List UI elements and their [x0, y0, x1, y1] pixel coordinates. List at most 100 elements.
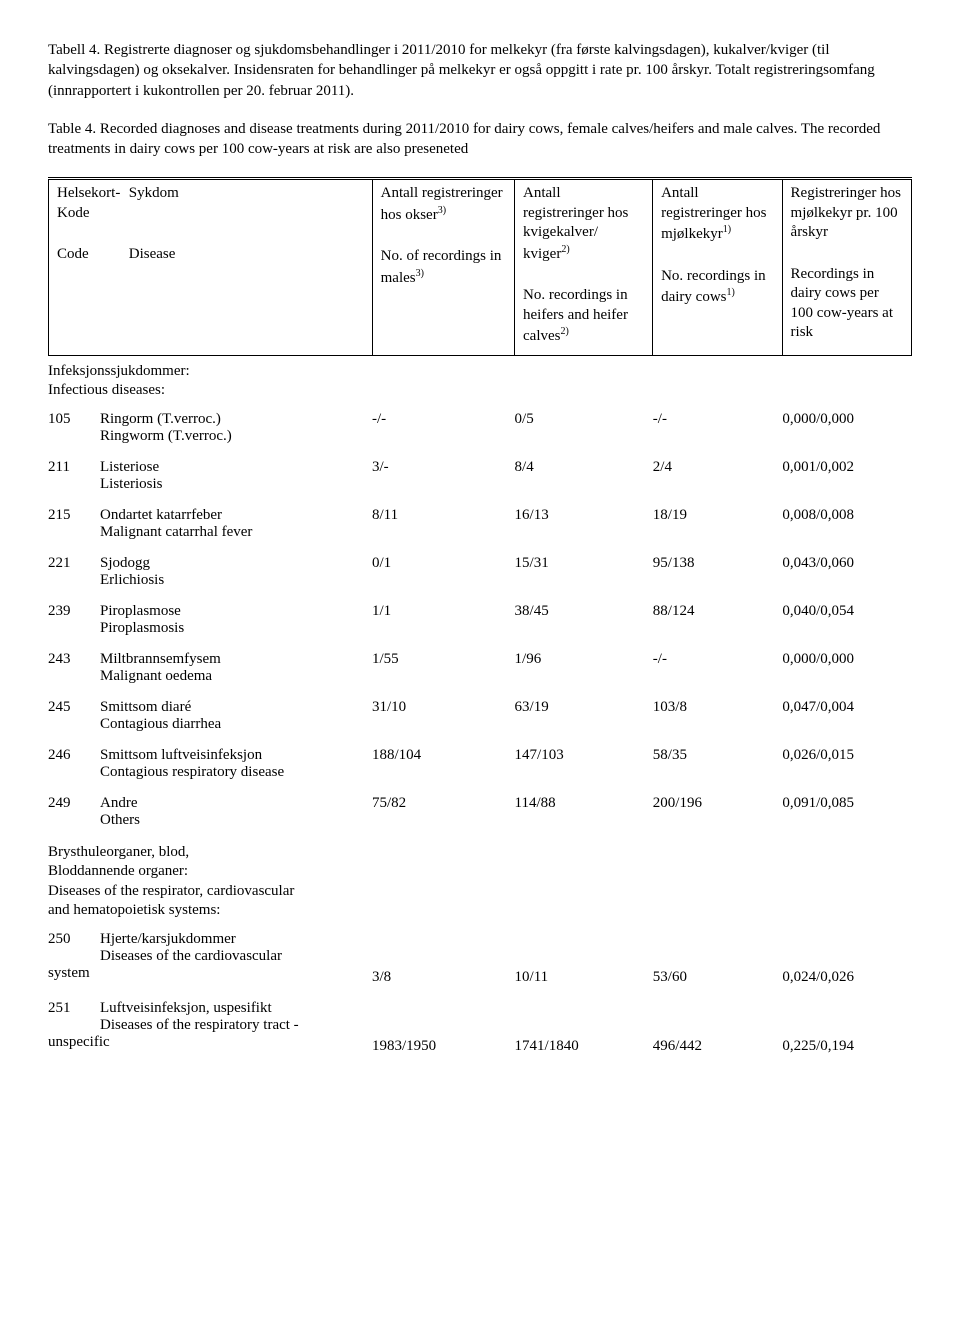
hdr-c5-top: Registreringer hos mjølkekyr pr. 100 års… [791, 185, 901, 240]
table-row: 249AndreOthers75/82114/88200/1960,091/0,… [48, 795, 912, 829]
row-v-heifers: 8/4 [515, 459, 653, 493]
row-code: 251 [48, 1000, 100, 1017]
row-name-en: Listeriosis [100, 476, 163, 493]
row-names: PiroplasmosePiroplasmosis [100, 603, 184, 637]
row-name-no: Piroplasmose [100, 603, 184, 620]
table-row: 246Smittsom luftveisinfeksjonContagious … [48, 747, 912, 781]
caption-no: Tabell 4. Registrerte diagnoser og sjukd… [48, 40, 912, 101]
section-2-heading-l3: Diseases of the respirator, cardiovascul… [48, 882, 912, 902]
row-v-males: 188/104 [372, 747, 515, 781]
row-v-heifers: 63/19 [515, 699, 653, 733]
hdr-c1-top-r: Sykdom [129, 185, 179, 201]
row-v-males: 1/55 [372, 651, 515, 685]
table-row: 105Ringorm (T.verroc.)Ringworm (T.verroc… [48, 411, 912, 445]
row-name-en: Others [100, 812, 140, 829]
row-name-en: Erlichiosis [100, 572, 164, 589]
row-v-heifers: 10/11 [515, 931, 653, 986]
section-1-heading-l1: Infeksjonssjukdommer: [48, 362, 912, 382]
hdr-c4-top: Antall registreringer hos mjølkekyr [661, 185, 766, 242]
row-name-no: Sjodogg [100, 555, 164, 572]
header-col-4: Antall registreringer hos mjølkekyr1) No… [653, 179, 782, 356]
row-code: 250 [48, 931, 100, 948]
row-names: Smittsom diaréContagious diarrhea [100, 699, 221, 733]
row-v-males: 3/8 [372, 931, 515, 986]
row-names: Ringorm (T.verroc.)Ringworm (T.verroc.) [100, 411, 232, 445]
row-v-heifers: 15/31 [515, 555, 653, 589]
hdr-c2-top-sup: 3) [438, 205, 446, 216]
row-v-males: 1983/1950 [372, 1000, 515, 1055]
row-v-per100: 0,040/0,054 [782, 603, 912, 637]
row-v-per100: 0,001/0,002 [782, 459, 912, 493]
row-v-per100: 0,026/0,015 [782, 747, 912, 781]
row-name-en: Contagious diarrhea [100, 716, 221, 733]
row-name-no: Luftveisinfeksjon, uspesifikt [100, 1000, 272, 1016]
hdr-c4-bot: No. recordings in dairy cows [661, 268, 766, 306]
row-cell-1: 251Luftveisinfeksjon, uspesifikt Disease… [48, 1000, 372, 1055]
row-name-en: Malignant oedema [100, 668, 221, 685]
header-col-5: Registreringer hos mjølkekyr pr. 100 års… [782, 179, 911, 356]
row-v-males: 0/1 [372, 555, 515, 589]
row-code: 105 [48, 411, 100, 428]
row-name-no: Andre [100, 795, 140, 812]
row-v-per100: 0,043/0,060 [782, 555, 912, 589]
row-v-males: 8/11 [372, 507, 515, 541]
row-name-no: Miltbrannsemfysem [100, 651, 221, 668]
header-col-2: Antall registreringer hos okser3) No. of… [372, 179, 514, 356]
section-1-rows: 105Ringorm (T.verroc.)Ringworm (T.verroc… [48, 411, 912, 829]
row-names: MiltbrannsemfysemMalignant oedema [100, 651, 221, 685]
row-v-males: 75/82 [372, 795, 515, 829]
hdr-c2-bot: No. of recordings in males [381, 248, 502, 286]
table-row: 250Hjerte/karsjukdommer Diseases of the … [48, 931, 912, 986]
hdr-c4-top-sup: 1) [723, 224, 731, 235]
row-v-heifers: 114/88 [515, 795, 653, 829]
hdr-c3-top-sup: 2) [561, 244, 569, 255]
row-v-heifers: 16/13 [515, 507, 653, 541]
section-2-heading: Brysthuleorganer, blod, Bloddannende org… [48, 843, 912, 921]
row-names: Ondartet katarrfeberMalignant catarrhal … [100, 507, 252, 541]
row-name-no: Ondartet katarrfeber [100, 507, 252, 524]
row-code: 243 [48, 651, 100, 668]
section-2-heading-l2: Bloddannende organer: [48, 862, 912, 882]
row-v-males: 3/- [372, 459, 515, 493]
table-row: 239PiroplasmosePiroplasmosis 1/138/4588/1… [48, 603, 912, 637]
row-name-en: Ringworm (T.verroc.) [100, 428, 232, 445]
row-v-cows: 2/4 [653, 459, 783, 493]
row-v-males: -/- [372, 411, 515, 445]
table-row: 221SjodoggErlichiosis0/115/3195/1380,043… [48, 555, 912, 589]
row-name-no: Hjerte/karsjukdommer [100, 931, 236, 947]
row-v-males: 31/10 [372, 699, 515, 733]
hdr-c1-top-l1: Helsekort- [57, 185, 120, 201]
row-v-heifers: 38/45 [515, 603, 653, 637]
row-name-en-l1: Diseases of the respiratory tract - [100, 1017, 299, 1033]
row-name-en: Contagious respiratory disease [100, 764, 284, 781]
row-names: Smittsom luftveisinfeksjonContagious res… [100, 747, 284, 781]
table-row: 243MiltbrannsemfysemMalignant oedema 1/55… [48, 651, 912, 685]
hdr-c3-top: Antall registreringer hos kvigekalver/ k… [523, 185, 628, 262]
section-2-rows: 250Hjerte/karsjukdommer Diseases of the … [48, 931, 912, 1055]
row-v-males: 1/1 [372, 603, 515, 637]
row-v-per100: 0,000/0,000 [782, 651, 912, 685]
row-code: 211 [48, 459, 100, 476]
row-code: 215 [48, 507, 100, 524]
row-v-cows: 95/138 [653, 555, 783, 589]
table-row: 245Smittsom diaréContagious diarrhea 31/1… [48, 699, 912, 733]
row-v-cows: 18/19 [653, 507, 783, 541]
row-names: SjodoggErlichiosis [100, 555, 164, 589]
row-name-no: Ringorm (T.verroc.) [100, 411, 232, 428]
row-v-heifers: 1/96 [515, 651, 653, 685]
row-name-en-l1: Diseases of the cardiovascular [100, 948, 282, 964]
row-name-en-l2: system [48, 965, 364, 982]
hdr-c1-top-l2: Kode [57, 205, 90, 221]
row-name-en: Malignant catarrhal fever [100, 524, 252, 541]
row-code: 249 [48, 795, 100, 812]
row-name-en: Piroplasmosis [100, 620, 184, 637]
row-v-cows: 88/124 [653, 603, 783, 637]
caption-en: Table 4. Recorded diagnoses and disease … [48, 119, 912, 160]
row-name-en-l2: unspecific [48, 1034, 364, 1051]
row-code: 245 [48, 699, 100, 716]
hdr-c4-bot-sup: 1) [727, 287, 735, 298]
row-name-no: Smittsom diaré [100, 699, 221, 716]
hdr-c1-bot-l: Code [57, 245, 125, 265]
row-code: 239 [48, 603, 100, 620]
hdr-c5-bot: Recordings in dairy cows per 100 cow-yea… [791, 266, 893, 341]
